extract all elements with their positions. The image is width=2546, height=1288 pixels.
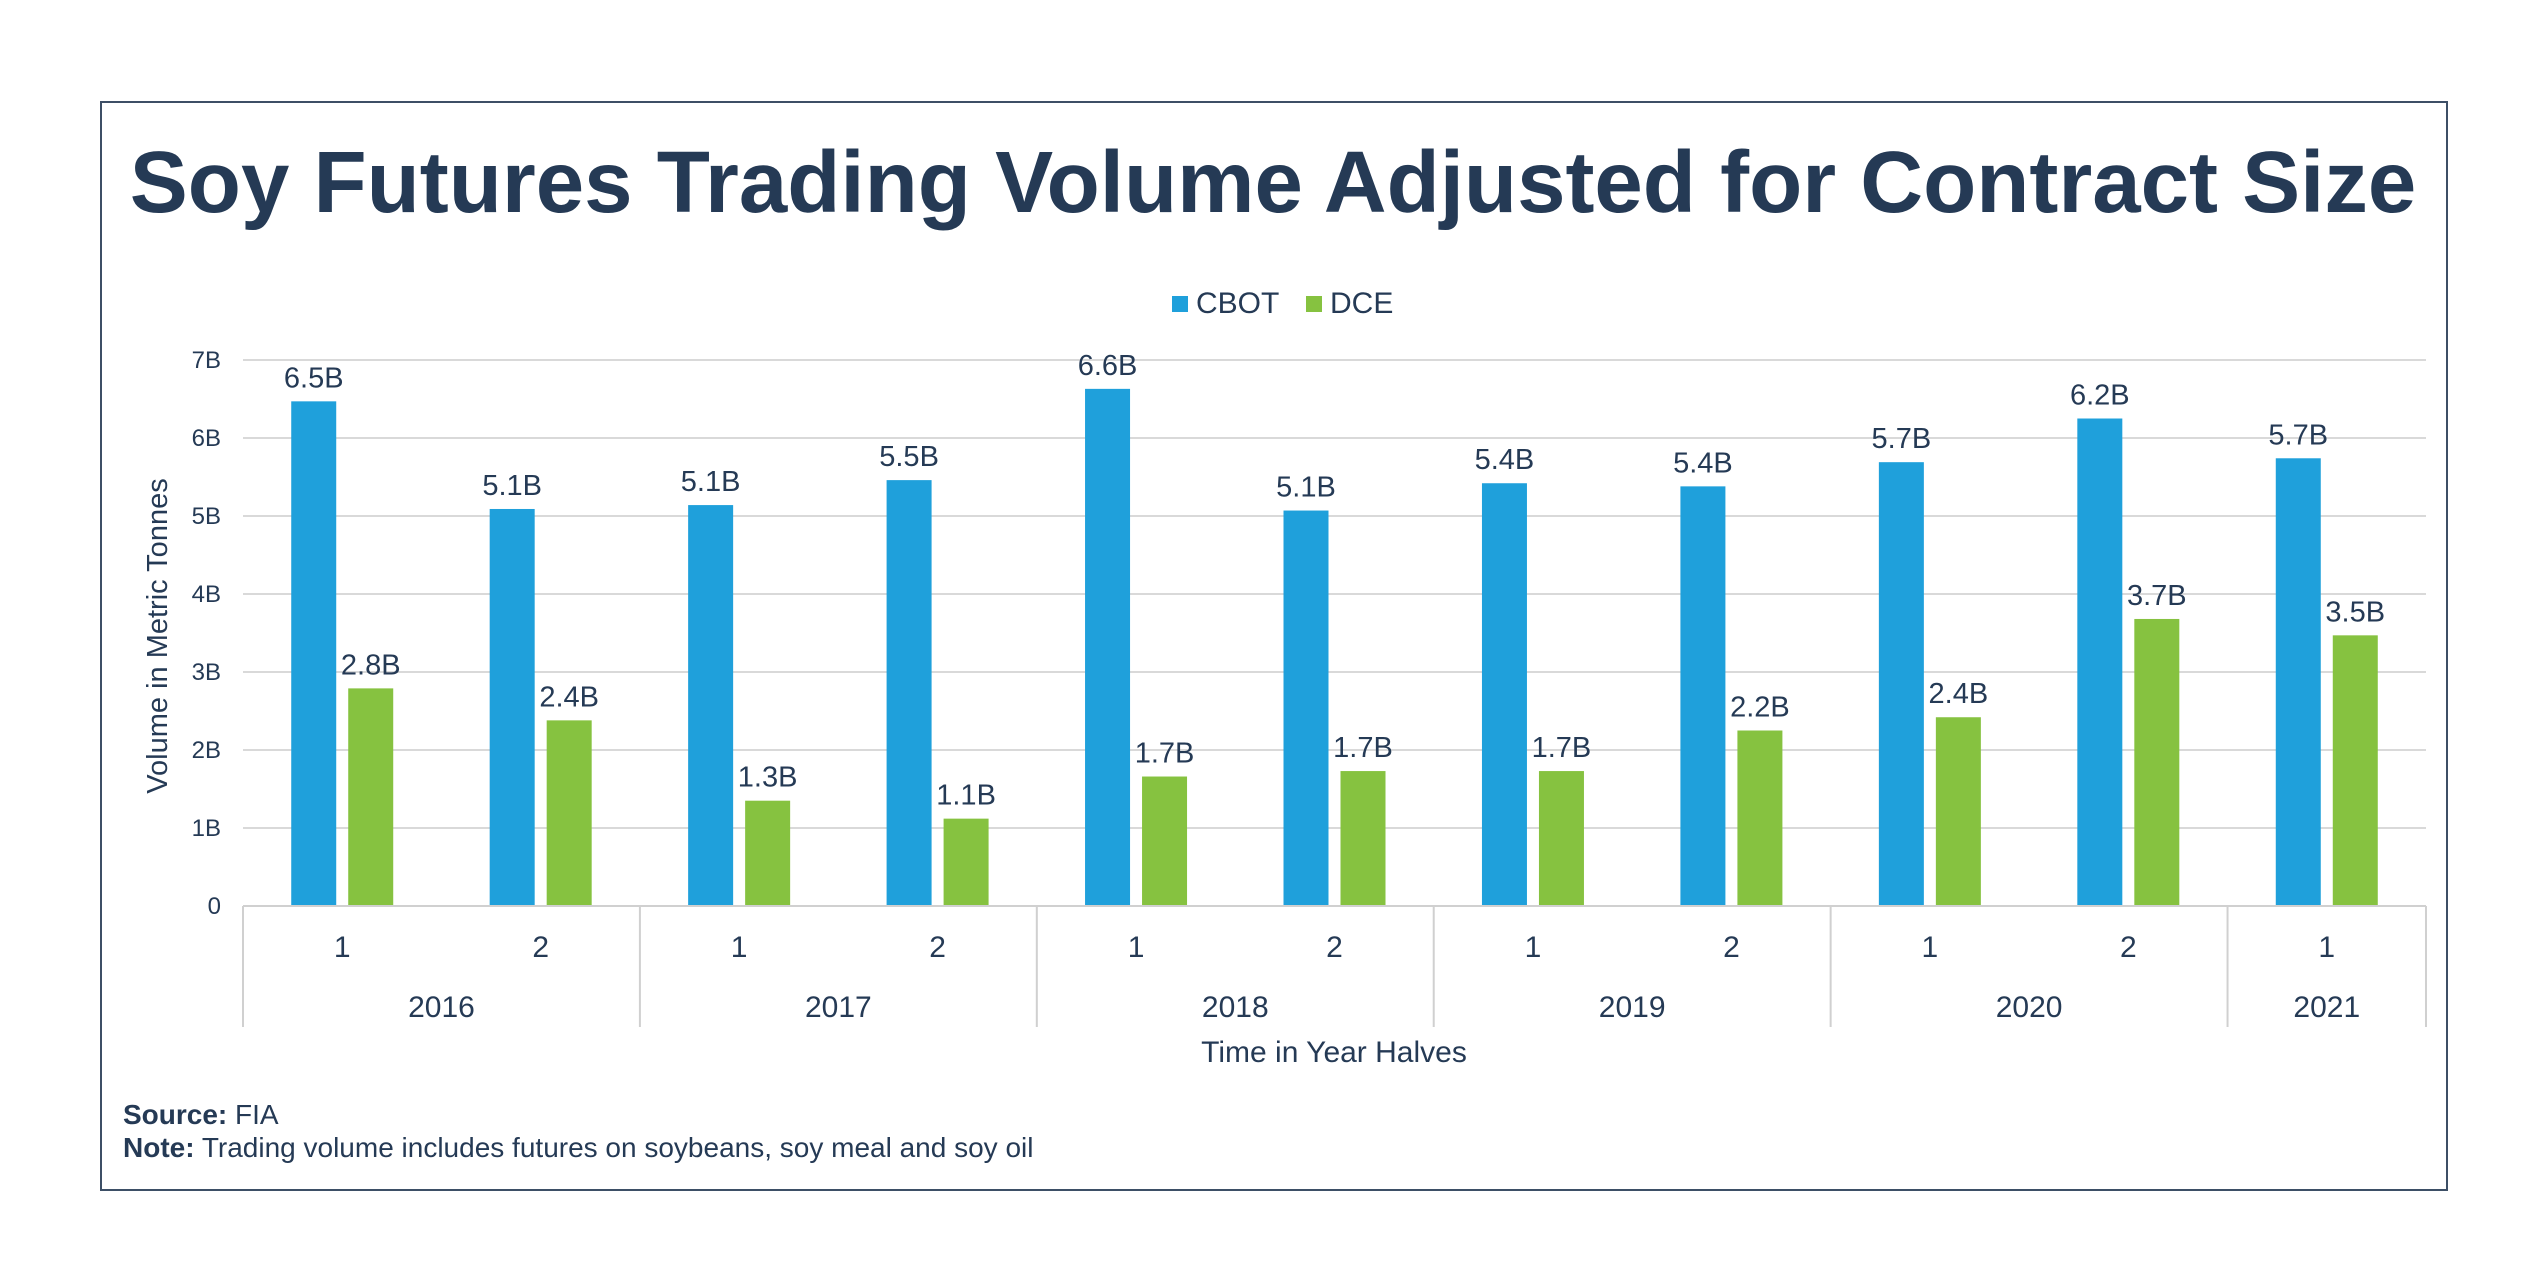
source-text: FIA [235, 1099, 279, 1130]
x-group-label: 2020 [1996, 991, 2063, 1024]
x-group-label: 2019 [1599, 991, 1666, 1024]
chart-frame [100, 101, 2448, 1191]
bar-dce [943, 818, 989, 906]
bar-cbot [1481, 483, 1527, 906]
data-label: 1.7B [1333, 732, 1393, 764]
note-text: Trading volume includes futures on soybe… [201, 1132, 1034, 1163]
bar-dce [1142, 776, 1188, 906]
x-tick-label: 2 [1723, 931, 1740, 964]
data-label: 5.1B [681, 466, 741, 498]
bar-cbot [1680, 486, 1726, 906]
data-label: 6.6B [1078, 350, 1138, 382]
data-label: 3.7B [2127, 580, 2187, 612]
data-label: 3.5B [2325, 596, 2385, 628]
bar-cbot [688, 505, 734, 906]
data-label: 1.3B [738, 762, 798, 794]
x-group-label: 2017 [805, 991, 872, 1024]
data-label: 5.4B [1475, 444, 1535, 476]
data-label: 2.4B [1929, 678, 1989, 710]
y-tick-label: 1B [192, 815, 221, 842]
data-label: 5.1B [1276, 472, 1336, 504]
bar-cbot [291, 401, 337, 906]
bar-cbot [2275, 458, 2321, 906]
x-group-label: 2016 [408, 991, 475, 1024]
bar-dce [546, 720, 592, 906]
bars: 6.5B 2.8B 5.1B 2.4B 5.1B 1.3B 5.5B 1.1B 6.6B 1.7B… [284, 350, 2385, 906]
legend: CBOT DCE [1172, 287, 1393, 320]
y-tick-label: 2B [192, 737, 221, 764]
data-label: 5.5B [879, 441, 939, 473]
data-label: 1.7B [1135, 738, 1195, 770]
bar-dce [1340, 771, 1386, 906]
bar-dce [1935, 717, 1981, 906]
y-axis-ticks: 0 1B 2B 3B 4B 5B 6B 7B [192, 347, 221, 920]
bar-cbot [2077, 418, 2123, 906]
x-group-label: 2018 [1202, 991, 1269, 1024]
legend-label: DCE [1330, 287, 1393, 320]
y-tick-label: 6B [192, 425, 221, 452]
data-label: 6.2B [2070, 380, 2130, 412]
data-label: 5.4B [1673, 447, 1733, 479]
x-tick-label: 1 [1128, 931, 1145, 964]
bar-dce [1737, 730, 1783, 906]
y-axis-label: Volume in Metric Tonnes [142, 478, 174, 793]
x-group-label: 2021 [2293, 991, 2360, 1024]
x-tick-label: 2 [929, 931, 946, 964]
x-tick-label: 2 [2120, 931, 2137, 964]
data-label: 2.2B [1730, 692, 1790, 724]
bar-cbot [489, 508, 535, 906]
legend-swatch-cbot [1172, 296, 1188, 312]
bar-cbot [1878, 462, 1924, 906]
x-tick-label: 1 [731, 931, 748, 964]
x-tick-label: 1 [334, 931, 351, 964]
data-label: 5.1B [482, 470, 542, 502]
x-axis: 1 2 1 2 1 2 1 2 1 2 1 2016 2017 2018 2019 2020 2021 [242, 905, 2427, 1027]
y-tick-label: 4B [192, 581, 221, 608]
legend-swatch-dce [1306, 296, 1322, 312]
data-label: 2.8B [341, 649, 401, 681]
bar-dce [348, 688, 394, 906]
data-label: 1.1B [936, 780, 996, 812]
source-label: Source: [123, 1099, 228, 1130]
bar-dce [1538, 771, 1584, 906]
bar-cbot [886, 480, 932, 906]
data-label: 5.7B [1872, 423, 1932, 455]
bar-dce [2134, 618, 2180, 906]
data-label: 2.4B [539, 681, 599, 713]
note-label: Note: [123, 1132, 195, 1163]
note-line: Note: Trading volume includes futures on… [123, 1131, 1033, 1164]
y-tick-label: 5B [192, 503, 221, 530]
data-label: 6.5B [284, 362, 344, 394]
data-label: 5.7B [2268, 419, 2328, 451]
x-axis-label: Time in Year Halves [1201, 1036, 1467, 1069]
y-tick-label: 7B [192, 347, 221, 374]
grid-lines [243, 359, 2426, 829]
source-line: Source: FIA [123, 1098, 1033, 1131]
chart-title: Soy Futures Trading Volume Adjusted for … [130, 134, 2416, 231]
bar-dce [2332, 635, 2378, 906]
chart-notes: Source: FIA Note: Trading volume include… [123, 1098, 1033, 1164]
data-label: 1.7B [1532, 732, 1592, 764]
x-tick-label: 2 [1326, 931, 1343, 964]
x-tick-label: 1 [2318, 931, 2335, 964]
y-tick-label: 3B [192, 659, 221, 686]
legend-label: CBOT [1196, 287, 1279, 320]
bar-dce [745, 800, 791, 906]
x-tick-label: 1 [1525, 931, 1542, 964]
x-tick-label: 1 [1922, 931, 1939, 964]
y-tick-label: 0 [208, 893, 221, 920]
x-tick-label: 2 [532, 931, 549, 964]
bar-cbot [1085, 388, 1131, 906]
bar-cbot [1283, 510, 1329, 906]
